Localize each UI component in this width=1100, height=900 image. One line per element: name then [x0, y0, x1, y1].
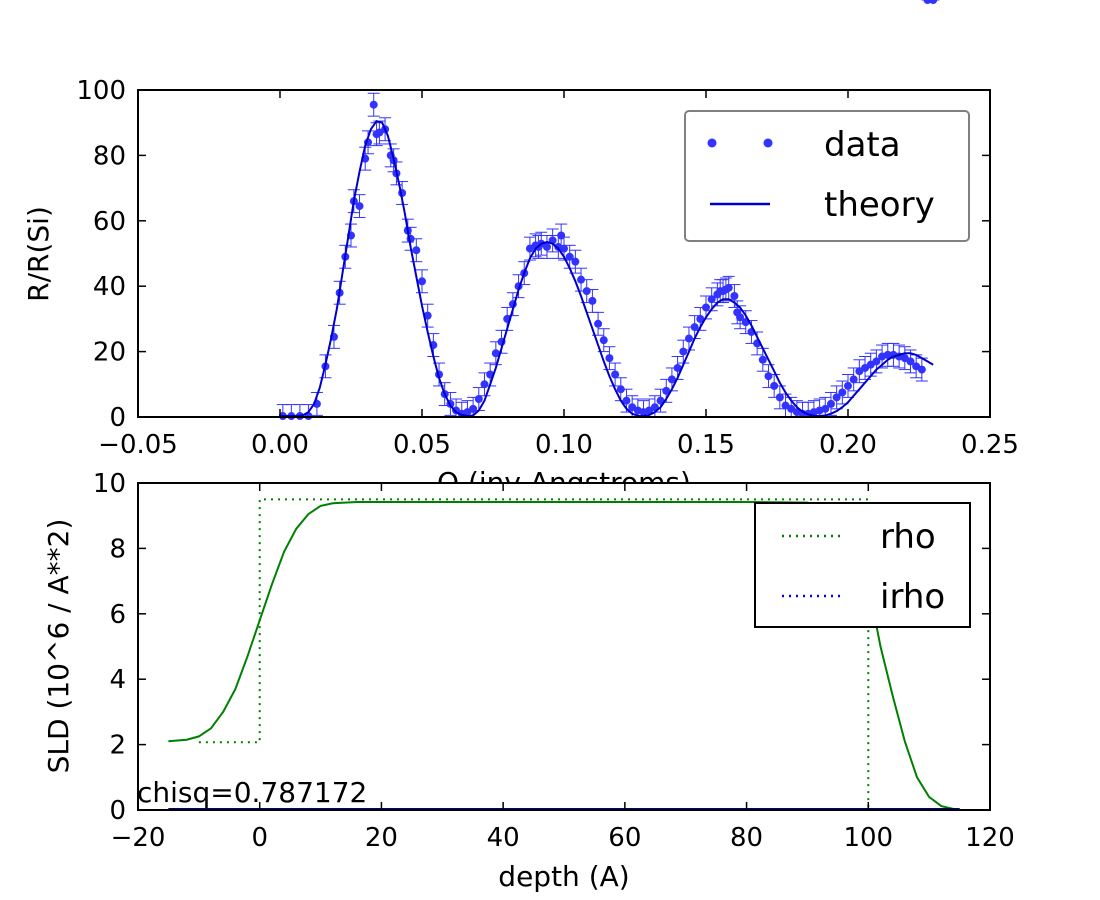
data-point: [821, 404, 830, 413]
x-tick-label: 100: [843, 823, 893, 853]
data-point: [872, 357, 881, 366]
x-tick-label: −20: [111, 823, 166, 853]
data-point: [832, 393, 841, 402]
x-tick-label: 0.25: [961, 430, 1019, 460]
data-point: [730, 292, 739, 301]
data-point: [883, 350, 892, 359]
data-point: [724, 283, 733, 292]
x-tick-label: 0: [251, 823, 268, 853]
x-tick-label: 60: [608, 823, 641, 853]
series-line-theory: [280, 119, 934, 418]
data-point: [594, 319, 603, 328]
data-point: [844, 381, 852, 390]
x-tick-label: 120: [965, 823, 1015, 853]
x-tick-label: 40: [487, 823, 520, 853]
data-point: [775, 393, 784, 402]
y-tick-label: 4: [109, 665, 126, 695]
data-point: [736, 313, 745, 322]
data-point: [582, 287, 591, 296]
reflectivity-plot: −0.05 0.00 0.05 0.10 0.15 0.20 0.25 0 20 40 60 80 10…: [22, 0, 1019, 499]
data-point: [480, 380, 489, 389]
data-point: [588, 296, 597, 305]
legend-data-marker-1: [707, 138, 717, 148]
data-point: [605, 354, 614, 363]
data-point: [571, 257, 580, 266]
data-point: [702, 303, 710, 312]
data-point: [690, 323, 699, 332]
legend-bottom: rho irho: [754, 502, 971, 628]
data-point: [622, 396, 631, 405]
data-point: [418, 277, 426, 286]
x-tick-label: 20: [365, 823, 398, 853]
legend-top: data theory: [684, 110, 970, 242]
x-tick-label: 0.20: [819, 430, 877, 460]
y-axis-label-top: R/R(Si): [22, 206, 55, 302]
y-tick-label: 80: [93, 141, 126, 171]
data-point: [707, 295, 716, 304]
y-tick-label: 8: [109, 534, 126, 564]
y-tick-label: 20: [93, 338, 126, 368]
legend-box-bottom: [754, 502, 971, 628]
data-point: [929, 0, 938, 4]
y-tick-label: 0: [109, 796, 126, 826]
x-axis-label-bottom: depth (A): [498, 860, 629, 893]
x-tick-label: 80: [730, 823, 763, 853]
x-tick-label: 0.10: [535, 430, 593, 460]
y-tick-label: 100: [76, 76, 126, 106]
data-point: [826, 399, 835, 408]
y-tick-label: 6: [109, 600, 126, 630]
data-point: [764, 372, 773, 381]
y-axis-label-bottom: SLD (10^6 / A**2): [42, 519, 75, 774]
data-point: [611, 370, 620, 379]
data-point: [673, 363, 682, 372]
data-point: [849, 375, 858, 384]
y-tick-label: 2: [109, 731, 126, 761]
data-point: [906, 357, 915, 366]
data-point: [758, 355, 767, 364]
reflectivity-ticks: −0.05 0.00 0.05 0.10 0.15 0.20 0.25 0 20 40 60 80 10…: [76, 76, 1019, 460]
data-point: [560, 244, 568, 253]
data-point: [412, 246, 421, 255]
legend-label-rho: rho: [880, 517, 936, 557]
data-point: [599, 336, 608, 345]
data-point: [542, 242, 551, 251]
y-tick-label: 40: [93, 272, 126, 302]
y-tick-label: 10: [93, 469, 126, 499]
x-tick-label: 0.15: [677, 430, 735, 460]
y-tick-label: 60: [93, 207, 126, 237]
data-point: [917, 365, 926, 374]
data-point: [469, 404, 478, 413]
data-point: [838, 388, 847, 397]
legend-label-data: data: [824, 125, 901, 165]
data-point: [565, 252, 574, 261]
data-point: [679, 347, 688, 356]
chisq-annotation: chisq=0.787172: [137, 776, 367, 809]
legend-data-marker-2: [763, 138, 773, 148]
x-tick-label: 0.00: [251, 430, 309, 460]
series-line-rho-profile: [168, 501, 960, 811]
x-tick-label: 0.05: [393, 430, 451, 460]
plot-frame: [137, 482, 991, 811]
data-point: [474, 395, 483, 404]
data-point: [355, 202, 364, 211]
legend-label-irho: irho: [880, 577, 945, 617]
legend-label-theory: theory: [824, 185, 935, 225]
data-point: [423, 311, 432, 320]
legend-box-top: [684, 110, 970, 242]
x-tick-label: −0.05: [98, 430, 178, 460]
y-tick-label: 0: [109, 403, 126, 433]
data-point: [369, 100, 378, 109]
